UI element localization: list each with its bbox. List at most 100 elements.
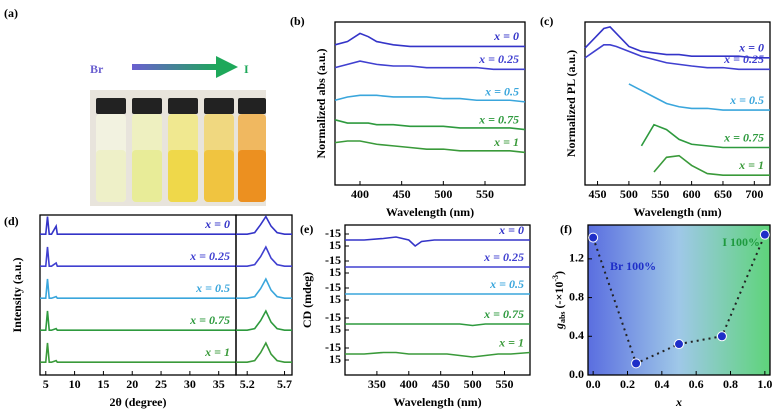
x-tick-label: 550 (495, 377, 513, 391)
x-tick-label: 5.2 (240, 377, 255, 391)
x-tick-label: 550 (476, 187, 494, 201)
x-axis-label: 2θ (degree) (109, 395, 166, 409)
y-tick-label: 0.4 (569, 328, 584, 342)
x-axis-label: Wavelength (nm) (386, 205, 474, 219)
y-axis-label: CD (mdeg) (300, 272, 314, 328)
to-label: I (244, 62, 249, 76)
x-tick-label: 450 (432, 377, 450, 391)
y-axis-label-part: (-×10 (552, 282, 566, 312)
x-tick-label: 650 (714, 187, 732, 201)
y-axis-label: Normalized PL (a.u.) (564, 50, 578, 157)
panel-label: (e) (300, 222, 313, 236)
plot-frame (236, 215, 292, 375)
y-tick-label: 1.2 (569, 251, 584, 265)
x-tick-label: 20 (126, 377, 138, 391)
x-tick-label: 10 (69, 377, 81, 391)
x-tick-label: 600 (683, 187, 701, 201)
y-axis-label: Normalized abs (a.u.) (314, 49, 328, 159)
y-tick-label: 15 (329, 322, 341, 336)
from-label: Br (90, 62, 104, 76)
x-tick-label: 5.7 (277, 377, 292, 391)
x-tick-label: 500 (464, 377, 482, 391)
y-tick-label: 15 (329, 292, 341, 306)
series-label: x = 0 (204, 217, 230, 231)
x-axis-label: x (675, 395, 682, 409)
series-label: x = 0.5 (484, 85, 519, 99)
x-tick-label: 400 (400, 377, 418, 391)
annotation: Br 100% (610, 259, 656, 273)
panel-label: (f) (560, 222, 572, 236)
series-label: x = 0 (493, 29, 519, 43)
y-tick-label: 15 (329, 265, 341, 279)
point (675, 340, 684, 349)
plot-frame (345, 225, 530, 375)
x-tick-label: 0.2 (620, 377, 635, 391)
x-tick-label: 0.8 (723, 377, 738, 391)
annotation: I 100% (722, 235, 760, 249)
y-tick-label: 0.0 (569, 367, 584, 381)
x-axis-label: Wavelength (nm) (633, 205, 721, 219)
x-tick-label: 5 (43, 377, 49, 391)
series-line (236, 279, 292, 298)
point (717, 332, 726, 341)
x-tick-label: 700 (745, 187, 763, 201)
y-tick-label: 15 (329, 352, 341, 366)
x-axis-label: Wavelength (nm) (393, 395, 481, 409)
y-axis-label-part: -3 (551, 275, 560, 282)
panel-label: (b) (290, 14, 305, 28)
point (760, 230, 769, 239)
y-axis-label-part: ) (552, 271, 566, 275)
series-label: x = 0.25 (483, 250, 524, 264)
y-tick-label: 0.8 (569, 289, 584, 303)
series-label: x = 0 (498, 223, 524, 237)
panel-label: (c) (540, 14, 553, 28)
x-tick-label: 25 (155, 377, 167, 391)
series-line (236, 247, 292, 266)
point (589, 233, 598, 242)
arrow-head (216, 56, 238, 78)
series-label: x = 0.75 (483, 307, 524, 321)
x-tick-label: 450 (393, 187, 411, 201)
panel-label: (a) (4, 6, 18, 20)
series-label: x = 1 (204, 345, 230, 359)
y-tick-label: 15 (329, 238, 341, 252)
x-tick-label: 0.0 (586, 377, 601, 391)
x-tick-label: 0.6 (689, 377, 704, 391)
figure: (a) Br I (b)400450500550Wavelength (nm)N… (0, 0, 775, 414)
series-line (236, 217, 292, 235)
y-axis-label-part: abs (558, 311, 567, 323)
series-label: x = 1 (498, 335, 524, 349)
series-line (236, 311, 292, 330)
series-line (345, 237, 530, 246)
series-line (345, 353, 530, 358)
series-label: x = 0.25 (189, 249, 230, 263)
series-label: x = 0.75 (723, 130, 764, 144)
panel-label: (d) (4, 214, 19, 228)
series-label: x = 0.5 (195, 281, 230, 295)
series-label: x = 0.75 (478, 112, 519, 126)
series-line (236, 343, 292, 362)
x-tick-label: 450 (589, 187, 607, 201)
x-tick-label: 0.4 (654, 377, 669, 391)
series-label: x = 0.25 (723, 52, 764, 66)
x-tick-label: 500 (434, 187, 452, 201)
series-label: x = 0.75 (189, 313, 230, 327)
x-tick-label: 500 (620, 187, 638, 201)
series-label: x = 0.5 (729, 93, 764, 107)
series-label: x = 1 (738, 158, 764, 172)
x-tick-label: 35 (213, 377, 225, 391)
x-tick-label: 550 (651, 187, 669, 201)
series-line (345, 324, 530, 326)
x-tick-label: 400 (351, 187, 369, 201)
series-label: x = 0.25 (478, 52, 519, 66)
y-axis-label-part: g (552, 323, 566, 330)
series-label: x = 1 (493, 135, 519, 149)
x-tick-label: 350 (368, 377, 386, 391)
x-tick-label: 30 (184, 377, 196, 391)
panel-a: (a) Br I (4, 6, 266, 206)
y-axis-label: gabs (-×10-3) (551, 271, 567, 330)
point (632, 359, 641, 368)
x-tick-label: 15 (97, 377, 109, 391)
arrow-shaft (132, 64, 218, 70)
y-axis-label: Intensity (a.u.) (10, 257, 24, 332)
